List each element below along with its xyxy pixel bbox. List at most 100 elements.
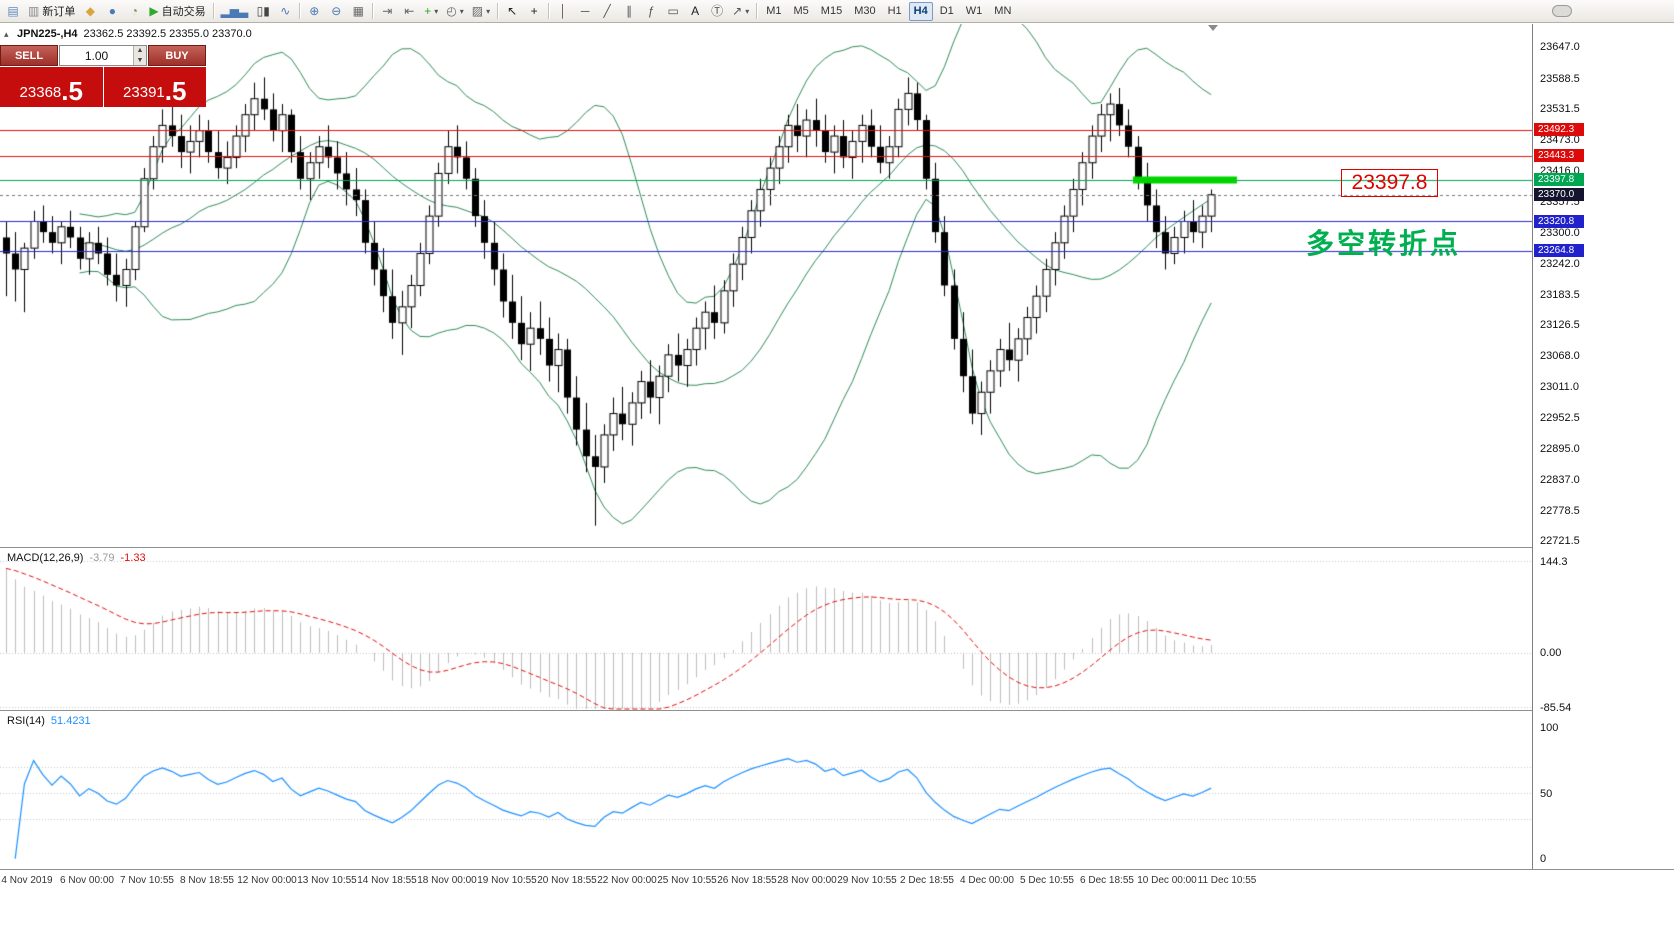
line-chart-mode-button[interactable]: ∿	[274, 1, 296, 21]
buy-button[interactable]: BUY	[148, 45, 206, 66]
main-chart-canvas[interactable]	[0, 24, 1532, 547]
timeframe-m30-button[interactable]: M30	[849, 2, 880, 21]
turning-point-note[interactable]: 多空转折点	[1306, 228, 1462, 259]
vertical-line-button[interactable]: │	[552, 1, 574, 21]
zoom-in-icon: ⊕	[309, 4, 320, 18]
bar-chart-mode-button[interactable]: ▂▅▃	[217, 1, 253, 21]
zoom-in-button[interactable]: ⊕	[303, 1, 325, 21]
autotrading-icon: ▶	[149, 4, 159, 18]
price-tick-label: 22721.5	[1540, 535, 1580, 548]
time-axis-label: 22 Nov 00:00	[597, 875, 657, 886]
time-axis-label: 11 Dec 10:55	[1197, 875, 1257, 886]
equidistant-channel-button[interactable]: ∥	[618, 1, 640, 21]
time-axis-label: 6 Nov 00:00	[60, 875, 114, 886]
price-tag-23320.8: 23320.8	[1534, 214, 1584, 228]
new-order-button[interactable]: ▥ 新订单	[24, 1, 79, 21]
time-axis[interactable]: 4 Nov 2019 6 Nov 00:00 7 Nov 10:55 8 Nov 18…	[0, 870, 1674, 891]
text-button[interactable]: A	[684, 1, 706, 21]
toolbar-separator	[497, 3, 499, 19]
time-axis-label: 5 Dec 10:55	[1020, 875, 1074, 886]
price-tag-23492.3: 23492.3	[1534, 123, 1584, 136]
price-tick-label: 23242.0	[1540, 257, 1580, 270]
time-axis-label: 18 Nov 00:00	[417, 875, 477, 886]
panel-separator[interactable]	[0, 710, 1674, 711]
bar-chart-mode-icon: ▂▅▃	[220, 4, 249, 18]
sell-price-display[interactable]: 23368.5	[0, 67, 103, 107]
macd-main-value: -3.79	[89, 552, 115, 564]
price-annotation[interactable]: 23397.8	[1341, 169, 1438, 197]
strategy-tester-button[interactable]: ◔	[123, 1, 145, 21]
zoom-out-button[interactable]: ⊖	[325, 1, 347, 21]
chevron-down-icon[interactable]: ▾	[486, 6, 491, 16]
auto-scroll-icon: ⇥	[382, 4, 393, 18]
new-order-icon: ▥	[28, 4, 40, 18]
timeframe-m15-button[interactable]: M15	[816, 2, 847, 21]
volume-spinner: ▲ ▼	[133, 46, 146, 65]
time-axis-label: 4 Dec 00:00	[960, 875, 1014, 886]
macd-indicator-canvas[interactable]	[0, 548, 1532, 710]
panel-separator	[0, 869, 1674, 870]
buy-price-display[interactable]: 23391.5	[103, 67, 206, 107]
price-tag-23264.8: 23264.8	[1534, 244, 1584, 258]
time-axis-label: 7 Nov 10:55	[120, 875, 174, 886]
timeframe-w1-button[interactable]: W1	[961, 2, 988, 21]
shapes-icon: ▭	[667, 4, 679, 18]
auto-scroll-button[interactable]: ⇥	[376, 1, 398, 21]
strategy-tester-icon: ◔	[130, 4, 138, 18]
new-chart-button[interactable]: ▤	[2, 1, 24, 21]
new-chart-icon: ▤	[7, 4, 19, 18]
equidistant-channel-icon: ∥	[626, 4, 633, 18]
terminal-icon: ●	[108, 4, 116, 18]
panel-separator[interactable]	[0, 547, 1674, 548]
timeframe-h4-button[interactable]: H4	[908, 1, 933, 21]
sell-button[interactable]: SELL	[0, 45, 58, 66]
terminal-button[interactable]: ●	[101, 1, 123, 21]
timeframe-m1-button[interactable]: M1	[761, 2, 786, 21]
toolbar-separator	[756, 3, 758, 19]
grid-icon: ▦	[352, 4, 364, 18]
rsi-tick-label: 100	[1540, 722, 1559, 735]
time-axis-label: 26 Nov 18:55	[717, 875, 777, 886]
autotrading-button[interactable]: ▶ 自动交易	[145, 1, 209, 21]
rsi-indicator-canvas[interactable]	[0, 711, 1532, 869]
horizontal-line-button[interactable]: ─	[574, 1, 596, 21]
macd-tick-label: 144.3	[1540, 555, 1568, 568]
price-axis[interactable]: 23647.0 23588.5 23531.5 23473.0 23416.0 23357…	[1532, 24, 1674, 869]
periods-button[interactable]: ◴ ▾	[442, 1, 468, 21]
timeframe-d1-button[interactable]: D1	[935, 2, 959, 21]
chart-shift-icon: ⇤	[404, 4, 415, 18]
candlestick-mode-button[interactable]: ▯▮	[252, 1, 274, 21]
volume-up-button[interactable]: ▲	[136, 47, 144, 54]
rsi-tick-label: 0	[1540, 853, 1547, 866]
timeframe-button-group: M1 M5 M15 M30 H1 H4 D1 W1 MN	[760, 0, 1017, 22]
timeframe-mn-button[interactable]: MN	[989, 2, 1016, 21]
timeframe-h1-button[interactable]: H1	[883, 2, 907, 21]
one-click-collapse-icon[interactable]: ▴	[4, 29, 9, 39]
templates-icon: ▨	[471, 4, 484, 18]
chevron-down-icon[interactable]: ▾	[745, 6, 750, 16]
trendline-icon: ╱	[603, 4, 611, 18]
timeframe-m5-button[interactable]: M5	[789, 2, 814, 21]
price-tick-label: 23300.0	[1540, 226, 1580, 239]
toolbar-drag-handle[interactable]	[1552, 5, 1572, 17]
crosshair-button[interactable]: +	[523, 1, 545, 21]
volume-down-button[interactable]: ▼	[136, 56, 144, 64]
chart-shift-marker[interactable]	[1208, 25, 1218, 31]
trendline-button[interactable]: ╱	[596, 1, 618, 21]
chevron-down-icon[interactable]: ▾	[434, 6, 439, 16]
templates-button[interactable]: ▨ ▾	[468, 1, 494, 21]
toolbar: ▤ ▥ 新订单 ◆ ● ◔ ▶ 自动交易 ▂▅▃ ▯▮ ∿ ⊕ ⊖ ▦ ⇥ ⇤ + ▾ ◴ ▾ ▨ ▾ ↖ + │ ─ ╱ ∥ ƒ ▭ A Ⓣ…	[0, 0, 1674, 23]
chevron-down-icon[interactable]: ▾	[459, 6, 464, 16]
fibonacci-button[interactable]: ƒ	[640, 1, 662, 21]
text-label-button[interactable]: Ⓣ	[706, 1, 728, 21]
grid-button[interactable]: ▦	[347, 1, 369, 21]
indicators-button[interactable]: + ▾	[420, 1, 442, 21]
arrows-icon: ↗	[732, 4, 743, 18]
shapes-button[interactable]: ▭	[662, 1, 684, 21]
metaeditor-button[interactable]: ◆	[79, 1, 101, 21]
chart-shift-button[interactable]: ⇤	[398, 1, 420, 21]
buy-price-pip: .5	[164, 76, 187, 106]
volume-input[interactable]	[60, 46, 133, 65]
cursor-button[interactable]: ↖	[501, 1, 523, 21]
arrows-button[interactable]: ↗ ▾	[728, 1, 753, 21]
